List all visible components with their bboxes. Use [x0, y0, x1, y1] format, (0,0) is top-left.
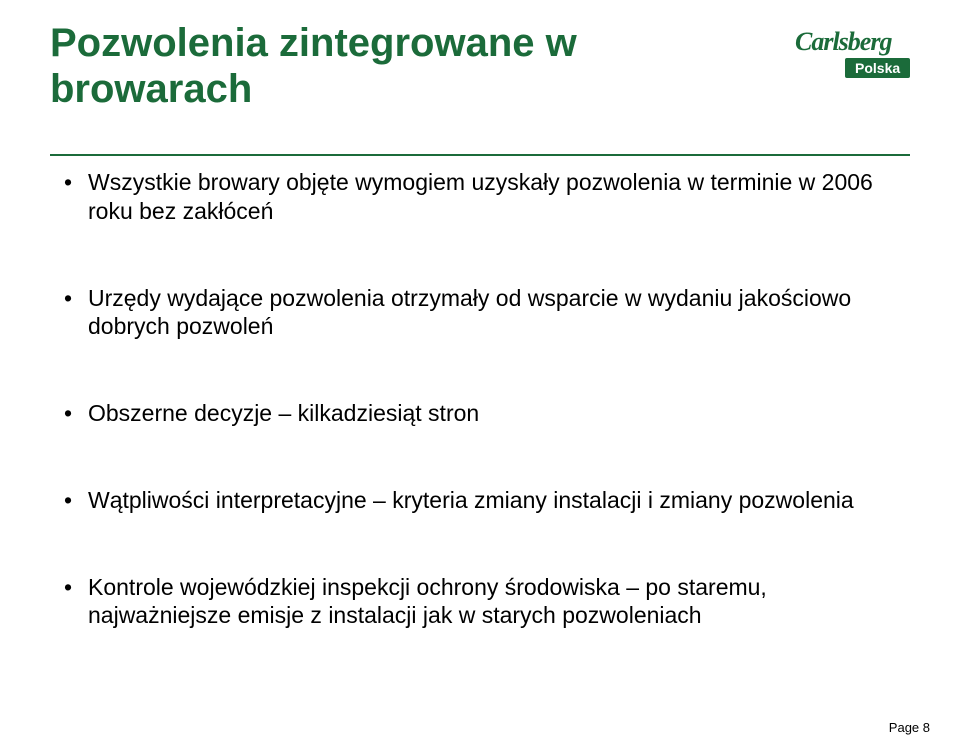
bullet-item: Urzędy wydające pozwolenia otrzymały od … [60, 284, 910, 342]
brand-logo: Carlsberg Polska [795, 25, 930, 85]
page-number: Page 8 [889, 720, 930, 735]
logo-script-text: Carlsberg [795, 27, 930, 57]
slide-title: Pozwolenia zintegrowane w browarach [50, 20, 770, 112]
header-area: Pozwolenia zintegrowane w browarach Carl… [50, 20, 910, 150]
bullet-item: Wszystkie browary objęte wymogiem uzyska… [60, 168, 910, 226]
bullet-list: Wszystkie browary objęte wymogiem uzyska… [60, 168, 910, 630]
bullet-item: Obszerne decyzje – kilkadziesiąt stron [60, 399, 910, 428]
bullet-item: Wątpliwości interpretacyjne – kryteria z… [60, 486, 910, 515]
content-area: Wszystkie browary objęte wymogiem uzyska… [50, 156, 910, 630]
slide-container: Pozwolenia zintegrowane w browarach Carl… [0, 0, 960, 753]
bullet-item: Kontrole wojewódzkiej inspekcji ochrony … [60, 573, 910, 631]
logo-subtext: Polska [845, 58, 910, 78]
